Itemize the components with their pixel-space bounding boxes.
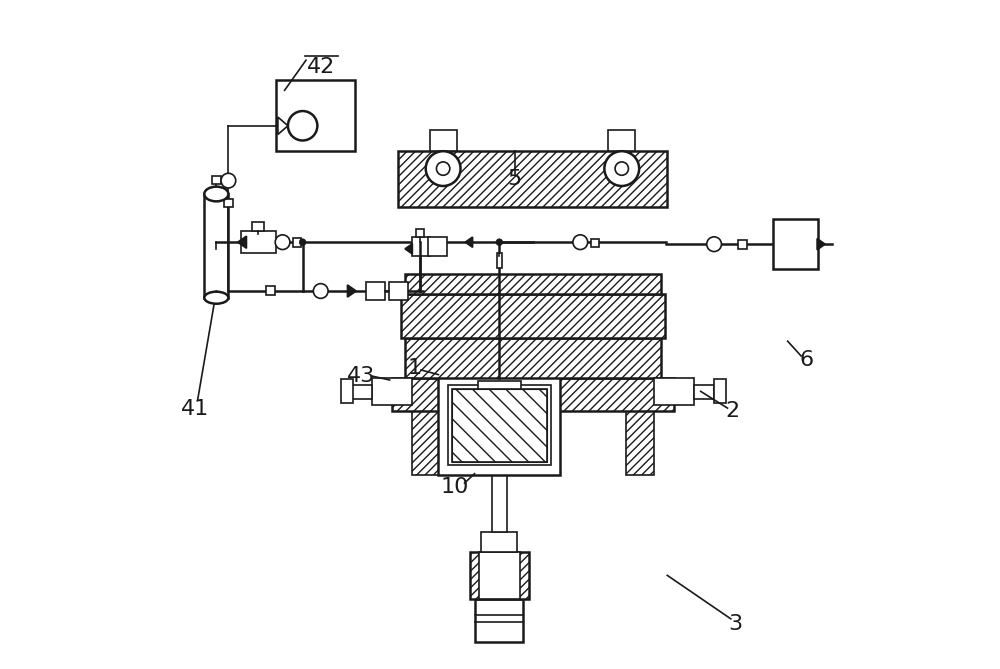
Circle shape [275,235,290,250]
Bar [204,194,228,298]
Bar [484,411,515,425]
Circle shape [707,237,721,252]
Bar [694,385,714,399]
Bar [401,294,665,338]
Bar [452,389,547,462]
Circle shape [299,239,306,246]
Text: 2: 2 [726,401,740,421]
Bar [212,176,221,184]
Circle shape [436,162,450,175]
Ellipse shape [204,187,228,201]
Circle shape [313,284,328,298]
Bar [452,389,547,462]
Text: 10: 10 [440,477,469,497]
Circle shape [615,162,628,175]
Bar [405,274,661,294]
Circle shape [288,111,317,140]
Bar [398,151,667,207]
Bar [428,237,447,256]
Circle shape [496,239,503,246]
Text: 43: 43 [347,366,375,386]
Bar [448,385,551,465]
Bar [276,80,355,151]
Bar [463,395,535,411]
Bar [615,143,628,151]
Bar [412,294,440,475]
Polygon shape [465,237,473,248]
Bar [497,253,502,268]
Bar [366,282,385,300]
Text: 1: 1 [407,358,421,378]
Bar [591,239,599,247]
Text: 42: 42 [307,57,335,77]
Bar [738,240,747,249]
Bar [351,385,372,399]
Bar [654,378,694,405]
Bar [479,552,520,599]
Bar [430,130,457,151]
Bar [372,378,412,405]
Bar [478,381,521,389]
Bar [608,130,635,151]
Bar [224,199,233,207]
Bar [392,378,674,411]
Circle shape [426,151,461,186]
Bar [389,282,408,300]
Bar [266,286,275,295]
Circle shape [604,151,639,186]
Bar [492,411,507,532]
Bar [241,231,276,253]
Text: 41: 41 [181,399,209,419]
Bar [252,222,264,231]
Bar [438,371,560,475]
Circle shape [221,173,236,188]
Polygon shape [278,117,288,134]
Bar [405,338,661,378]
Text: 5: 5 [508,169,522,189]
Text: 6: 6 [799,350,813,370]
Bar [714,379,726,403]
Bar [416,229,424,237]
Bar [341,379,353,403]
Bar [293,238,301,247]
Polygon shape [817,239,825,250]
Bar [773,219,818,269]
Bar [470,552,529,599]
Bar [626,294,654,475]
Bar [481,532,517,552]
Polygon shape [347,285,356,297]
Circle shape [573,235,588,250]
Bar [475,599,523,642]
Bar [412,237,430,256]
Polygon shape [405,244,412,254]
Text: 3: 3 [728,613,743,634]
Bar [436,143,450,151]
Polygon shape [238,236,246,248]
Ellipse shape [204,292,228,304]
